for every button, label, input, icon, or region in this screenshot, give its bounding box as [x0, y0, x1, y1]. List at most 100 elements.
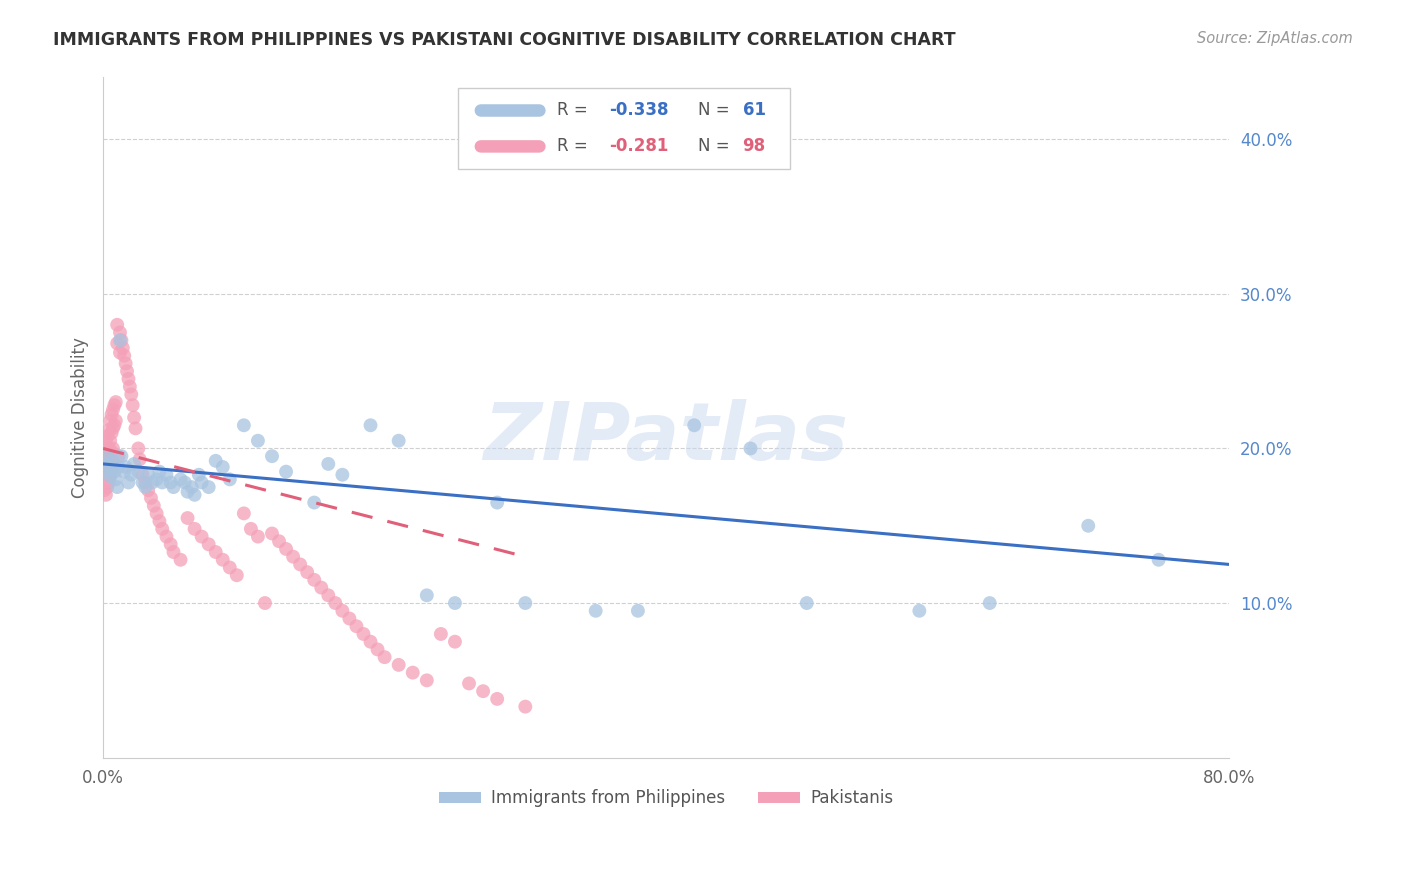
- Point: [585, 604, 607, 618]
- Point: [122, 410, 145, 425]
- Point: [740, 442, 762, 456]
- Point: [353, 627, 375, 641]
- Text: R =: R =: [557, 137, 593, 155]
- Point: [127, 442, 149, 456]
- Point: [190, 475, 212, 490]
- Point: [96, 480, 118, 494]
- Point: [302, 573, 325, 587]
- Point: [274, 541, 297, 556]
- Point: [232, 418, 254, 433]
- Point: [173, 475, 195, 490]
- Point: [124, 421, 146, 435]
- Point: [239, 522, 262, 536]
- Point: [162, 480, 184, 494]
- Point: [274, 465, 297, 479]
- Point: [110, 333, 132, 347]
- Point: [98, 434, 121, 448]
- Text: Source: ZipAtlas.com: Source: ZipAtlas.com: [1197, 31, 1353, 46]
- Point: [96, 429, 118, 443]
- Point: [267, 534, 290, 549]
- Point: [295, 565, 318, 579]
- Point: [430, 627, 453, 641]
- Point: [155, 467, 177, 482]
- Point: [979, 596, 1001, 610]
- Point: [96, 444, 118, 458]
- Point: [325, 596, 347, 610]
- Point: [136, 467, 159, 482]
- Point: [101, 442, 124, 456]
- Point: [159, 475, 181, 490]
- Text: 98: 98: [742, 137, 766, 155]
- Point: [100, 444, 122, 458]
- Point: [190, 530, 212, 544]
- Point: [121, 398, 143, 412]
- Point: [183, 488, 205, 502]
- Point: [104, 395, 127, 409]
- Point: [101, 402, 124, 417]
- Point: [288, 558, 311, 572]
- Point: [180, 480, 202, 494]
- Point: [388, 657, 411, 672]
- Point: [111, 341, 134, 355]
- Point: [110, 449, 132, 463]
- Point: [107, 460, 129, 475]
- Point: [107, 449, 129, 463]
- Point: [94, 434, 117, 448]
- Point: [98, 414, 121, 428]
- Point: [118, 379, 141, 393]
- Point: [627, 604, 650, 618]
- Point: [515, 596, 537, 610]
- Point: [150, 475, 173, 490]
- Point: [98, 469, 121, 483]
- Point: [103, 418, 125, 433]
- Point: [120, 467, 142, 482]
- Point: [131, 467, 153, 482]
- Point: [260, 449, 283, 463]
- Point: [112, 349, 135, 363]
- Point: [416, 673, 439, 688]
- Point: [108, 326, 131, 340]
- Point: [309, 581, 332, 595]
- Text: R =: R =: [557, 102, 593, 120]
- Legend: Immigrants from Philippines, Pakistanis: Immigrants from Philippines, Pakistanis: [433, 782, 900, 814]
- Point: [169, 553, 191, 567]
- Text: N =: N =: [697, 137, 734, 155]
- Point: [100, 408, 122, 422]
- Point: [211, 460, 233, 475]
- Point: [515, 699, 537, 714]
- Point: [346, 619, 368, 633]
- Point: [155, 530, 177, 544]
- Point: [108, 345, 131, 359]
- Point: [204, 454, 226, 468]
- Point: [260, 526, 283, 541]
- Point: [458, 676, 481, 690]
- Text: 61: 61: [742, 102, 766, 120]
- Point: [145, 507, 167, 521]
- Point: [115, 364, 138, 378]
- Point: [150, 522, 173, 536]
- Point: [332, 467, 354, 482]
- Point: [117, 372, 139, 386]
- Point: [316, 588, 339, 602]
- Point: [97, 457, 120, 471]
- Point: [96, 460, 118, 475]
- Text: -0.338: -0.338: [609, 102, 668, 120]
- Point: [796, 596, 818, 610]
- Point: [683, 418, 706, 433]
- Point: [97, 423, 120, 437]
- Point: [141, 475, 163, 490]
- Point: [388, 434, 411, 448]
- Point: [105, 480, 128, 494]
- Point: [100, 460, 122, 475]
- Point: [218, 472, 240, 486]
- Point: [302, 495, 325, 509]
- Point: [197, 480, 219, 494]
- Point: [281, 549, 304, 564]
- Point: [117, 475, 139, 490]
- Point: [94, 457, 117, 471]
- Point: [246, 434, 269, 448]
- Point: [218, 560, 240, 574]
- Point: [136, 483, 159, 498]
- Point: [97, 475, 120, 490]
- Point: [94, 449, 117, 463]
